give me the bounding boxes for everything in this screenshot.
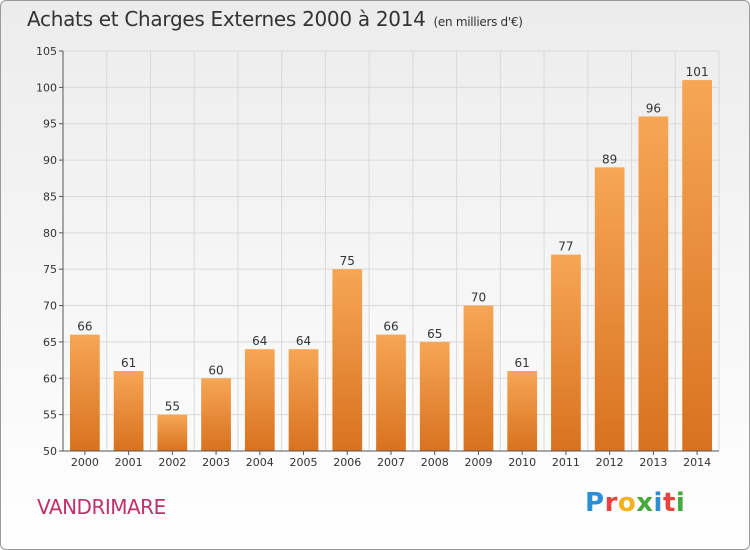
labels: 50 55 60 65 70 75 80 85 90 95 100 105 66 2000 61 2001 55… [36, 45, 711, 469]
x-tick-label: 2007 [377, 456, 405, 469]
y-tick-label: 55 [43, 409, 57, 422]
data-label: 64 [296, 334, 311, 348]
data-label: 61 [121, 356, 136, 370]
data-label: 66 [383, 320, 398, 334]
data-label: 65 [427, 327, 442, 341]
bar [157, 414, 188, 451]
y-tick-label: 95 [43, 118, 57, 131]
logo-letter: t [662, 488, 676, 518]
x-tick-label: 2005 [290, 456, 318, 469]
x-tick-label: 2003 [202, 456, 230, 469]
y-tick-label: 85 [43, 190, 57, 203]
x-tick-label: 2013 [639, 456, 667, 469]
x-tick-label: 2011 [552, 456, 580, 469]
y-tick-label: 70 [43, 300, 57, 313]
chart-unit: (en milliers d'€) [433, 15, 523, 29]
logo-letter: i [653, 488, 663, 518]
logo-letter: r [604, 488, 618, 518]
data-label: 75 [340, 254, 355, 268]
bar [594, 167, 625, 451]
x-tick-label: 2014 [683, 456, 711, 469]
x-tick-label: 2004 [246, 456, 274, 469]
proxiti-logo[interactable]: Proxiti [585, 488, 685, 518]
y-tick-label: 100 [36, 81, 57, 94]
logo-letter: P [585, 488, 605, 518]
bar [244, 349, 275, 451]
data-label: 96 [646, 101, 661, 115]
bar [551, 254, 581, 451]
y-tick-label: 50 [43, 445, 57, 458]
logo-letter: i [675, 488, 686, 518]
bar [332, 269, 363, 451]
bar [419, 341, 450, 451]
y-tick-label: 90 [43, 154, 57, 167]
y-tick-label: 60 [43, 372, 57, 385]
data-label: 70 [471, 291, 486, 305]
x-tick-label: 2012 [596, 456, 624, 469]
logo-letter: x [636, 488, 654, 518]
data-label: 60 [208, 363, 223, 377]
y-tick-label: 105 [36, 45, 57, 58]
data-label: 66 [77, 320, 92, 334]
y-tick-label: 75 [43, 263, 57, 276]
x-tick-label: 2002 [158, 456, 186, 469]
data-label: 64 [252, 334, 267, 348]
bar [638, 116, 669, 452]
bar [288, 349, 319, 451]
x-tick-label: 2008 [421, 456, 449, 469]
bars [69, 80, 713, 452]
x-tick-label: 2010 [508, 456, 536, 469]
data-label: 101 [686, 65, 709, 79]
data-label: 89 [602, 152, 617, 166]
bar [463, 305, 494, 451]
y-tick-label: 65 [43, 336, 57, 349]
chart-title: Achats et Charges Externes 2000 à 2014 (e… [27, 7, 523, 31]
data-label: 61 [515, 356, 530, 370]
chart-title-text: Achats et Charges Externes 2000 à 2014 [27, 7, 426, 31]
bar [201, 378, 231, 451]
bar [682, 80, 713, 451]
x-tick-label: 2000 [71, 456, 99, 469]
commune-name: VANDRIMARE [37, 495, 166, 519]
bar [69, 334, 100, 451]
y-tick-label: 80 [43, 227, 57, 240]
bar [507, 371, 538, 451]
bar [113, 371, 144, 451]
data-label: 77 [558, 240, 573, 254]
data-label: 55 [165, 400, 180, 414]
x-tick-label: 2009 [464, 456, 492, 469]
x-tick-label: 2006 [333, 456, 361, 469]
axes [59, 50, 719, 455]
logo-letter: o [617, 488, 637, 518]
x-tick-label: 2001 [115, 456, 143, 469]
bar [376, 334, 406, 451]
